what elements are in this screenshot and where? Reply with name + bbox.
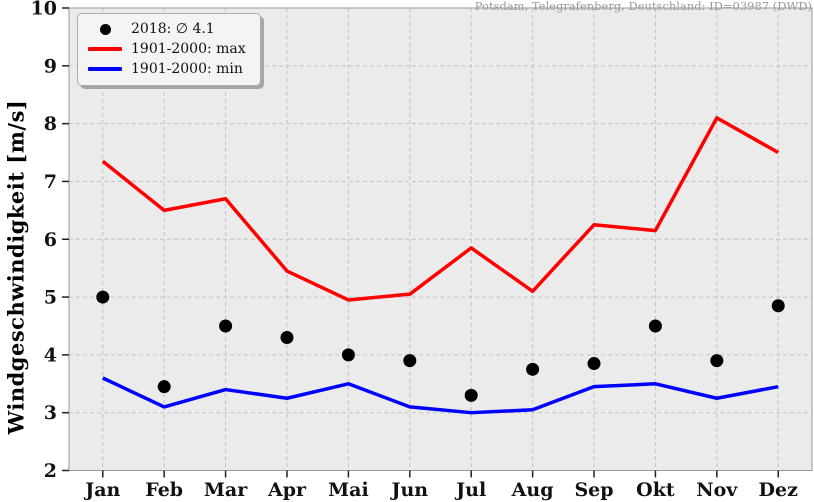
data-point (403, 354, 417, 368)
data-point (341, 348, 355, 362)
legend-item-2018: 2018: ∅ 4.1 (86, 19, 246, 39)
legend-label: 1901-2000: min (131, 61, 243, 77)
y-tick-label: 6 (44, 229, 57, 251)
legend-label: 2018: ∅ 4.1 (131, 21, 215, 37)
x-tick-label: Dez (759, 479, 799, 501)
x-tick-label: Apr (267, 479, 307, 501)
y-tick-label: 8 (44, 113, 57, 135)
x-tick-label: Feb (145, 479, 183, 501)
data-point (526, 362, 540, 376)
series-dots-2018 (96, 290, 785, 402)
y-tick-label: 2 (44, 460, 57, 482)
y-tick-label: 5 (44, 287, 57, 309)
y-tick-label: 9 (44, 55, 57, 77)
x-tick-label: Jan (83, 479, 120, 501)
legend-label: 1901-2000: max (131, 41, 246, 57)
series-line-min (102, 376, 779, 415)
y-tick-label: 3 (44, 402, 57, 424)
y-tick-label: 7 (44, 171, 57, 193)
series-line-max (101, 116, 780, 302)
y-axis-label: Windgeschwindigkeit [m/s] (3, 99, 29, 435)
x-tick-label: Jun (389, 479, 428, 501)
x-tick-label: Mai (328, 479, 369, 501)
red-line-icon (88, 47, 122, 51)
data-point (96, 290, 110, 304)
y-tick-label: 10 (31, 0, 57, 20)
legend-item-min: 1901-2000: min (86, 59, 246, 79)
x-tick-label: Sep (574, 479, 613, 501)
data-point (219, 319, 233, 333)
x-tick-labels: Jan Feb Mar Apr Mai Jun Jul Aug Sep Okt Nov Dez (83, 479, 798, 501)
legend-line-marker-cell (86, 47, 124, 51)
x-tick-label: Aug (511, 479, 554, 501)
blue-line-icon (88, 67, 122, 71)
x-tick-label: Jul (454, 479, 486, 501)
x-tick-label: Okt (636, 479, 675, 501)
y-tick-labels: 2 3 4 5 6 7 8 9 10 (31, 0, 57, 482)
data-point (464, 388, 478, 402)
y-tick-label: 4 (44, 344, 57, 366)
tick-marks (62, 7, 779, 478)
data-point (280, 331, 294, 345)
legend: 2018: ∅ 4.1 1901-2000: max 1901-2000: mi… (77, 13, 261, 86)
chart-title: Potsdam, Telegrafenberg, Deutschland: ID… (474, 0, 812, 13)
x-tick-label: Mar (204, 479, 248, 501)
legend-dot-marker-cell (86, 23, 124, 35)
data-point (771, 299, 785, 313)
data-point (710, 354, 724, 368)
data-point (157, 380, 171, 394)
black-dot-icon (99, 23, 111, 35)
data-point (587, 357, 601, 371)
x-tick-label: Nov (696, 479, 738, 501)
legend-line-marker-cell (86, 67, 124, 71)
legend-item-max: 1901-2000: max (86, 39, 246, 59)
data-point (648, 319, 662, 333)
